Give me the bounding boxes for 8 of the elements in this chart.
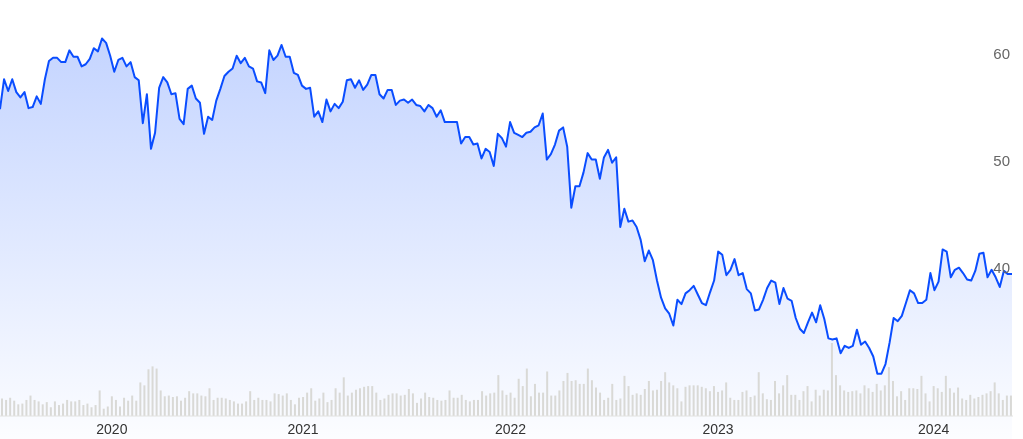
y-tick-label: 50 bbox=[993, 151, 1010, 169]
y-tick-label: 60 bbox=[993, 44, 1010, 62]
x-tick-label: 2024 bbox=[918, 420, 950, 437]
y-tick-label: 40 bbox=[993, 258, 1010, 276]
x-tick-label: 2021 bbox=[287, 420, 319, 437]
x-tick-label: 2023 bbox=[702, 420, 734, 437]
x-tick-label: 2022 bbox=[494, 420, 527, 437]
x-tick-label: 2020 bbox=[96, 420, 128, 437]
